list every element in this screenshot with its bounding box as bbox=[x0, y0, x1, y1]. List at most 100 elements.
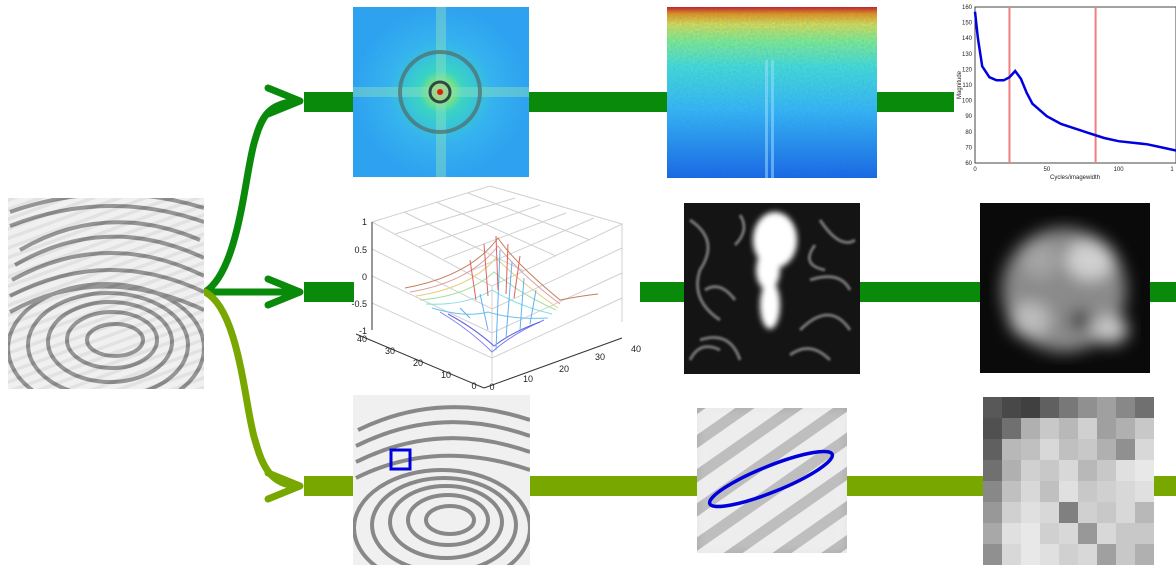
spectrogram-image bbox=[667, 7, 877, 178]
pixel-cell bbox=[1021, 502, 1040, 523]
pixel-cell bbox=[1021, 481, 1040, 502]
pixel-cell bbox=[1059, 544, 1078, 565]
surface-z-tick: -1 bbox=[359, 326, 367, 336]
surface-y-tick: 20 bbox=[413, 358, 423, 368]
pixel-cell bbox=[1135, 502, 1154, 523]
middle-row-bar-a bbox=[304, 282, 354, 302]
pixel-cell bbox=[1078, 544, 1097, 565]
chart-y-tick-label: 120 bbox=[962, 67, 973, 73]
bottom-arrowhead bbox=[264, 469, 304, 503]
chart-x-tick-label: 100 bbox=[1114, 167, 1125, 173]
pixel-cell bbox=[1116, 481, 1135, 502]
pixel-cell bbox=[1021, 439, 1040, 460]
chart-x-tick-label: 0 bbox=[973, 167, 977, 173]
chart-y-tick-label: 70 bbox=[965, 145, 972, 151]
pixel-cell bbox=[1040, 502, 1059, 523]
surface-y-tick: 10 bbox=[441, 370, 451, 380]
filtered-response-image bbox=[684, 203, 860, 374]
pixel-cell bbox=[983, 397, 1002, 418]
pixel-cell bbox=[1040, 481, 1059, 502]
block-orientation-image bbox=[697, 408, 847, 553]
surface-y-tick: 40 bbox=[357, 334, 367, 344]
pixel-cell bbox=[1078, 460, 1097, 481]
pixel-cell bbox=[983, 439, 1002, 460]
surface-y-tick: 30 bbox=[385, 346, 395, 356]
pixel-cell bbox=[1116, 502, 1135, 523]
pixel-cell bbox=[983, 460, 1002, 481]
pixel-cell bbox=[1002, 439, 1021, 460]
pixel-cell bbox=[1135, 523, 1154, 544]
pixel-cell bbox=[1097, 418, 1116, 439]
pixel-cell bbox=[1116, 544, 1135, 565]
pixel-cell bbox=[1002, 418, 1021, 439]
pixel-cell bbox=[1135, 460, 1154, 481]
surface-z-tick: 0.5 bbox=[354, 245, 367, 255]
reliability-map-image bbox=[980, 203, 1150, 373]
pixel-cell bbox=[1078, 523, 1097, 544]
pixel-cell bbox=[1116, 439, 1135, 460]
pixel-cell bbox=[1116, 397, 1135, 418]
pixel-cell bbox=[1135, 397, 1154, 418]
pixel-cell bbox=[1059, 439, 1078, 460]
chart-markers bbox=[1008, 7, 1097, 163]
pixel-cell bbox=[1002, 397, 1021, 418]
pixel-cell bbox=[1116, 418, 1135, 439]
chart-y-tick-label: 160 bbox=[962, 5, 973, 11]
pixelated-block-image bbox=[983, 397, 1154, 565]
surface-x-tick: 10 bbox=[523, 374, 533, 384]
pixel-cell bbox=[1097, 523, 1116, 544]
pixel-cell bbox=[1097, 397, 1116, 418]
surface-x-tick: 20 bbox=[559, 364, 569, 374]
magnitude-chart: 160 150 140 130 120 110 100 90 80 70 60 0 50 100 1 Ma… bbox=[957, 5, 1176, 181]
pixel-cell bbox=[983, 502, 1002, 523]
pixel-cell bbox=[1135, 439, 1154, 460]
surface-x-tick: 40 bbox=[631, 344, 641, 354]
pixel-cell bbox=[1097, 502, 1116, 523]
pixel-cell bbox=[1021, 397, 1040, 418]
pixel-cell bbox=[1002, 481, 1021, 502]
chart-ylabel: Magnitude bbox=[957, 70, 963, 99]
pixel-cell bbox=[1078, 397, 1097, 418]
pixel-cell bbox=[1040, 544, 1059, 565]
selected-block-marker bbox=[389, 448, 412, 471]
pixel-cell bbox=[1021, 523, 1040, 544]
chart-y-tick-label: 130 bbox=[962, 52, 973, 58]
top-arrowhead bbox=[264, 84, 304, 118]
surface-x-tick: 30 bbox=[595, 352, 605, 362]
bottom-branch-arrow bbox=[201, 288, 302, 490]
surface-z-tick: 1 bbox=[362, 217, 367, 227]
magnitude-series-line bbox=[973, 11, 1176, 152]
surface-x-tick: 0 bbox=[489, 382, 494, 392]
chart-y-tick-label: 90 bbox=[965, 114, 972, 120]
gabor-surface-plot: 1 0.5 0 -0.5 -1 0 10 20 30 40 40 30 20 1… bbox=[351, 185, 641, 392]
pixel-cell bbox=[1116, 523, 1135, 544]
input-fingerprint-image bbox=[8, 198, 204, 389]
pixel-cell bbox=[1078, 502, 1097, 523]
pixel-cell bbox=[1078, 481, 1097, 502]
pixel-cell bbox=[1002, 502, 1021, 523]
fingerprint-with-block-image bbox=[353, 395, 530, 565]
pixel-cell bbox=[983, 418, 1002, 439]
pixel-cell bbox=[1059, 397, 1078, 418]
pixel-cell bbox=[1059, 418, 1078, 439]
pixel-cell bbox=[1116, 460, 1135, 481]
chart-x-tick-label: 50 bbox=[1043, 167, 1050, 173]
pixel-cell bbox=[1040, 439, 1059, 460]
pixel-cell bbox=[1021, 418, 1040, 439]
pixel-cell bbox=[983, 481, 1002, 502]
chart-y-tick-label: 150 bbox=[962, 21, 973, 27]
pixel-cell bbox=[1097, 460, 1116, 481]
pixel-cell bbox=[1002, 460, 1021, 481]
chart-y-tick-label: 110 bbox=[962, 83, 972, 89]
chart-xlabel: Cycles/imagewidth bbox=[1050, 175, 1100, 181]
pixel-cell bbox=[1059, 481, 1078, 502]
middle-arrowhead bbox=[264, 275, 304, 309]
chart-y-tick-label: 60 bbox=[965, 161, 972, 167]
chart-y-tick-label: 140 bbox=[962, 36, 973, 42]
pixel-cell bbox=[1002, 523, 1021, 544]
chart-y-tick-label: 80 bbox=[965, 130, 972, 136]
chart-x-ticks: 0 50 100 1 bbox=[973, 167, 1174, 173]
chart-plot-area bbox=[974, 6, 1176, 164]
pixel-cell bbox=[1021, 460, 1040, 481]
pixel-cell bbox=[1135, 481, 1154, 502]
